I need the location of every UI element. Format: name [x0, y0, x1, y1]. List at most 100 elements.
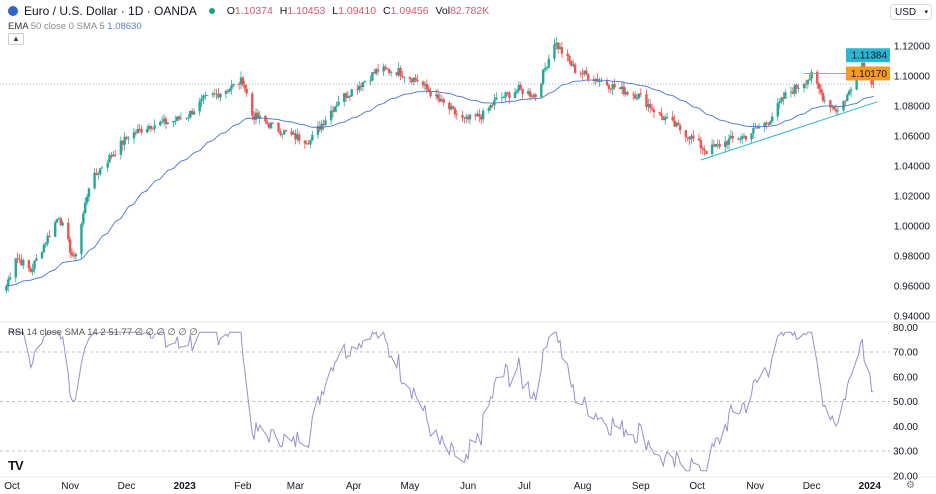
close-label: C [383, 5, 391, 17]
rsi-tick-label: 80.00 [893, 323, 918, 334]
collapse-legend-button[interactable]: ▲ [8, 33, 24, 45]
candle-body [802, 83, 806, 89]
tradingview-logo: TV [8, 458, 24, 473]
candle-body [358, 85, 361, 91]
candle-body [57, 218, 61, 220]
candle-body [534, 94, 537, 98]
candle-body [540, 83, 543, 98]
settings-icon[interactable]: ⚙ [906, 480, 915, 491]
price-tick-label: 0.98000 [894, 252, 931, 263]
candle-body [453, 108, 457, 115]
candle-body [665, 116, 669, 118]
candle-body [463, 117, 466, 119]
candle-body [423, 83, 427, 86]
candle-body [72, 255, 76, 257]
candle-body [481, 110, 485, 120]
candle-body [14, 258, 17, 278]
candle-body [436, 94, 440, 99]
candles [5, 36, 875, 294]
candle-body [192, 111, 196, 115]
candle-body [600, 81, 603, 83]
candle-body [316, 126, 320, 135]
candle-body [451, 106, 455, 109]
candle-body [570, 61, 573, 66]
candle-body [701, 148, 704, 149]
time-tick-label: Sep [632, 481, 650, 492]
candle-body [373, 72, 376, 74]
time-tick-label: Aug [574, 481, 592, 492]
candle-body [228, 88, 231, 92]
candle-body [442, 99, 445, 103]
candle-body [727, 138, 731, 145]
candle-body [528, 91, 532, 97]
candle-body [613, 84, 616, 88]
rsi-legend[interactable]: RSI 14 close SMA 14 2 51.77 ∅ ∅ ∅ ∅ ∅ ∅ [8, 327, 198, 338]
candle-body [204, 95, 207, 97]
candle-body [797, 88, 800, 89]
candle-body [849, 89, 853, 92]
candle-body [282, 130, 286, 135]
candle-body [68, 239, 72, 253]
candle-body [7, 279, 10, 287]
candle-body [491, 105, 494, 106]
time-tick-label: Dec [118, 481, 136, 492]
candle-body [138, 128, 141, 130]
candle-body [712, 144, 716, 147]
candle-body [663, 117, 667, 121]
candle-body [294, 133, 297, 140]
candle-body [279, 131, 282, 135]
candle-body [256, 112, 260, 119]
candle-body [151, 128, 154, 130]
candle-body [780, 97, 783, 102]
candle-body [572, 64, 575, 66]
candle-body [757, 127, 761, 129]
candle-body [281, 134, 284, 136]
candle-body [855, 79, 858, 90]
candle-body [739, 138, 742, 140]
symbol-title[interactable]: Euro / U.S. Dollar · 1D · OANDA [24, 4, 197, 18]
candle-body [611, 84, 614, 90]
candle-body [652, 109, 656, 113]
candle-body [750, 133, 753, 140]
market-open-icon [208, 8, 215, 14]
candle-body [309, 140, 312, 145]
candle-body [624, 92, 627, 95]
candle-body [587, 74, 590, 80]
time-tick-label: Dec [803, 481, 821, 492]
candle-body [147, 125, 151, 129]
candle-body [427, 89, 430, 92]
candle-body [70, 252, 74, 256]
candle-body [123, 136, 126, 145]
candle-body [46, 235, 49, 244]
candle-body [93, 172, 96, 189]
candle-body [219, 93, 222, 98]
candle-body [251, 93, 254, 116]
candle-body [793, 85, 796, 94]
currency-select[interactable]: USD ▾ [890, 4, 932, 20]
candle-body [8, 277, 12, 280]
candle-body [215, 93, 218, 95]
candle-body [568, 55, 571, 62]
candle-body [388, 69, 391, 73]
candle-body [185, 117, 188, 119]
candle-body [836, 110, 840, 112]
candle-body [224, 90, 228, 94]
candle-body [526, 91, 530, 94]
candle-body [466, 116, 470, 120]
candle-body [232, 83, 235, 86]
rsi-tick-label: 70.00 [893, 348, 918, 359]
candle-body [119, 140, 123, 155]
candle-body [121, 140, 124, 145]
candle-body [754, 127, 757, 129]
candle-body [684, 130, 688, 138]
candle-body [371, 72, 374, 81]
ema-legend[interactable]: EMA 50 close 0 SMA 5 1.08630 [8, 21, 142, 32]
candle-body [585, 70, 588, 75]
candle-body [241, 77, 245, 85]
candle-body [673, 120, 676, 127]
time-tick-label: Oct [689, 481, 705, 492]
candle-body [618, 87, 622, 90]
candle-body [632, 94, 635, 96]
candle-body [331, 110, 335, 112]
